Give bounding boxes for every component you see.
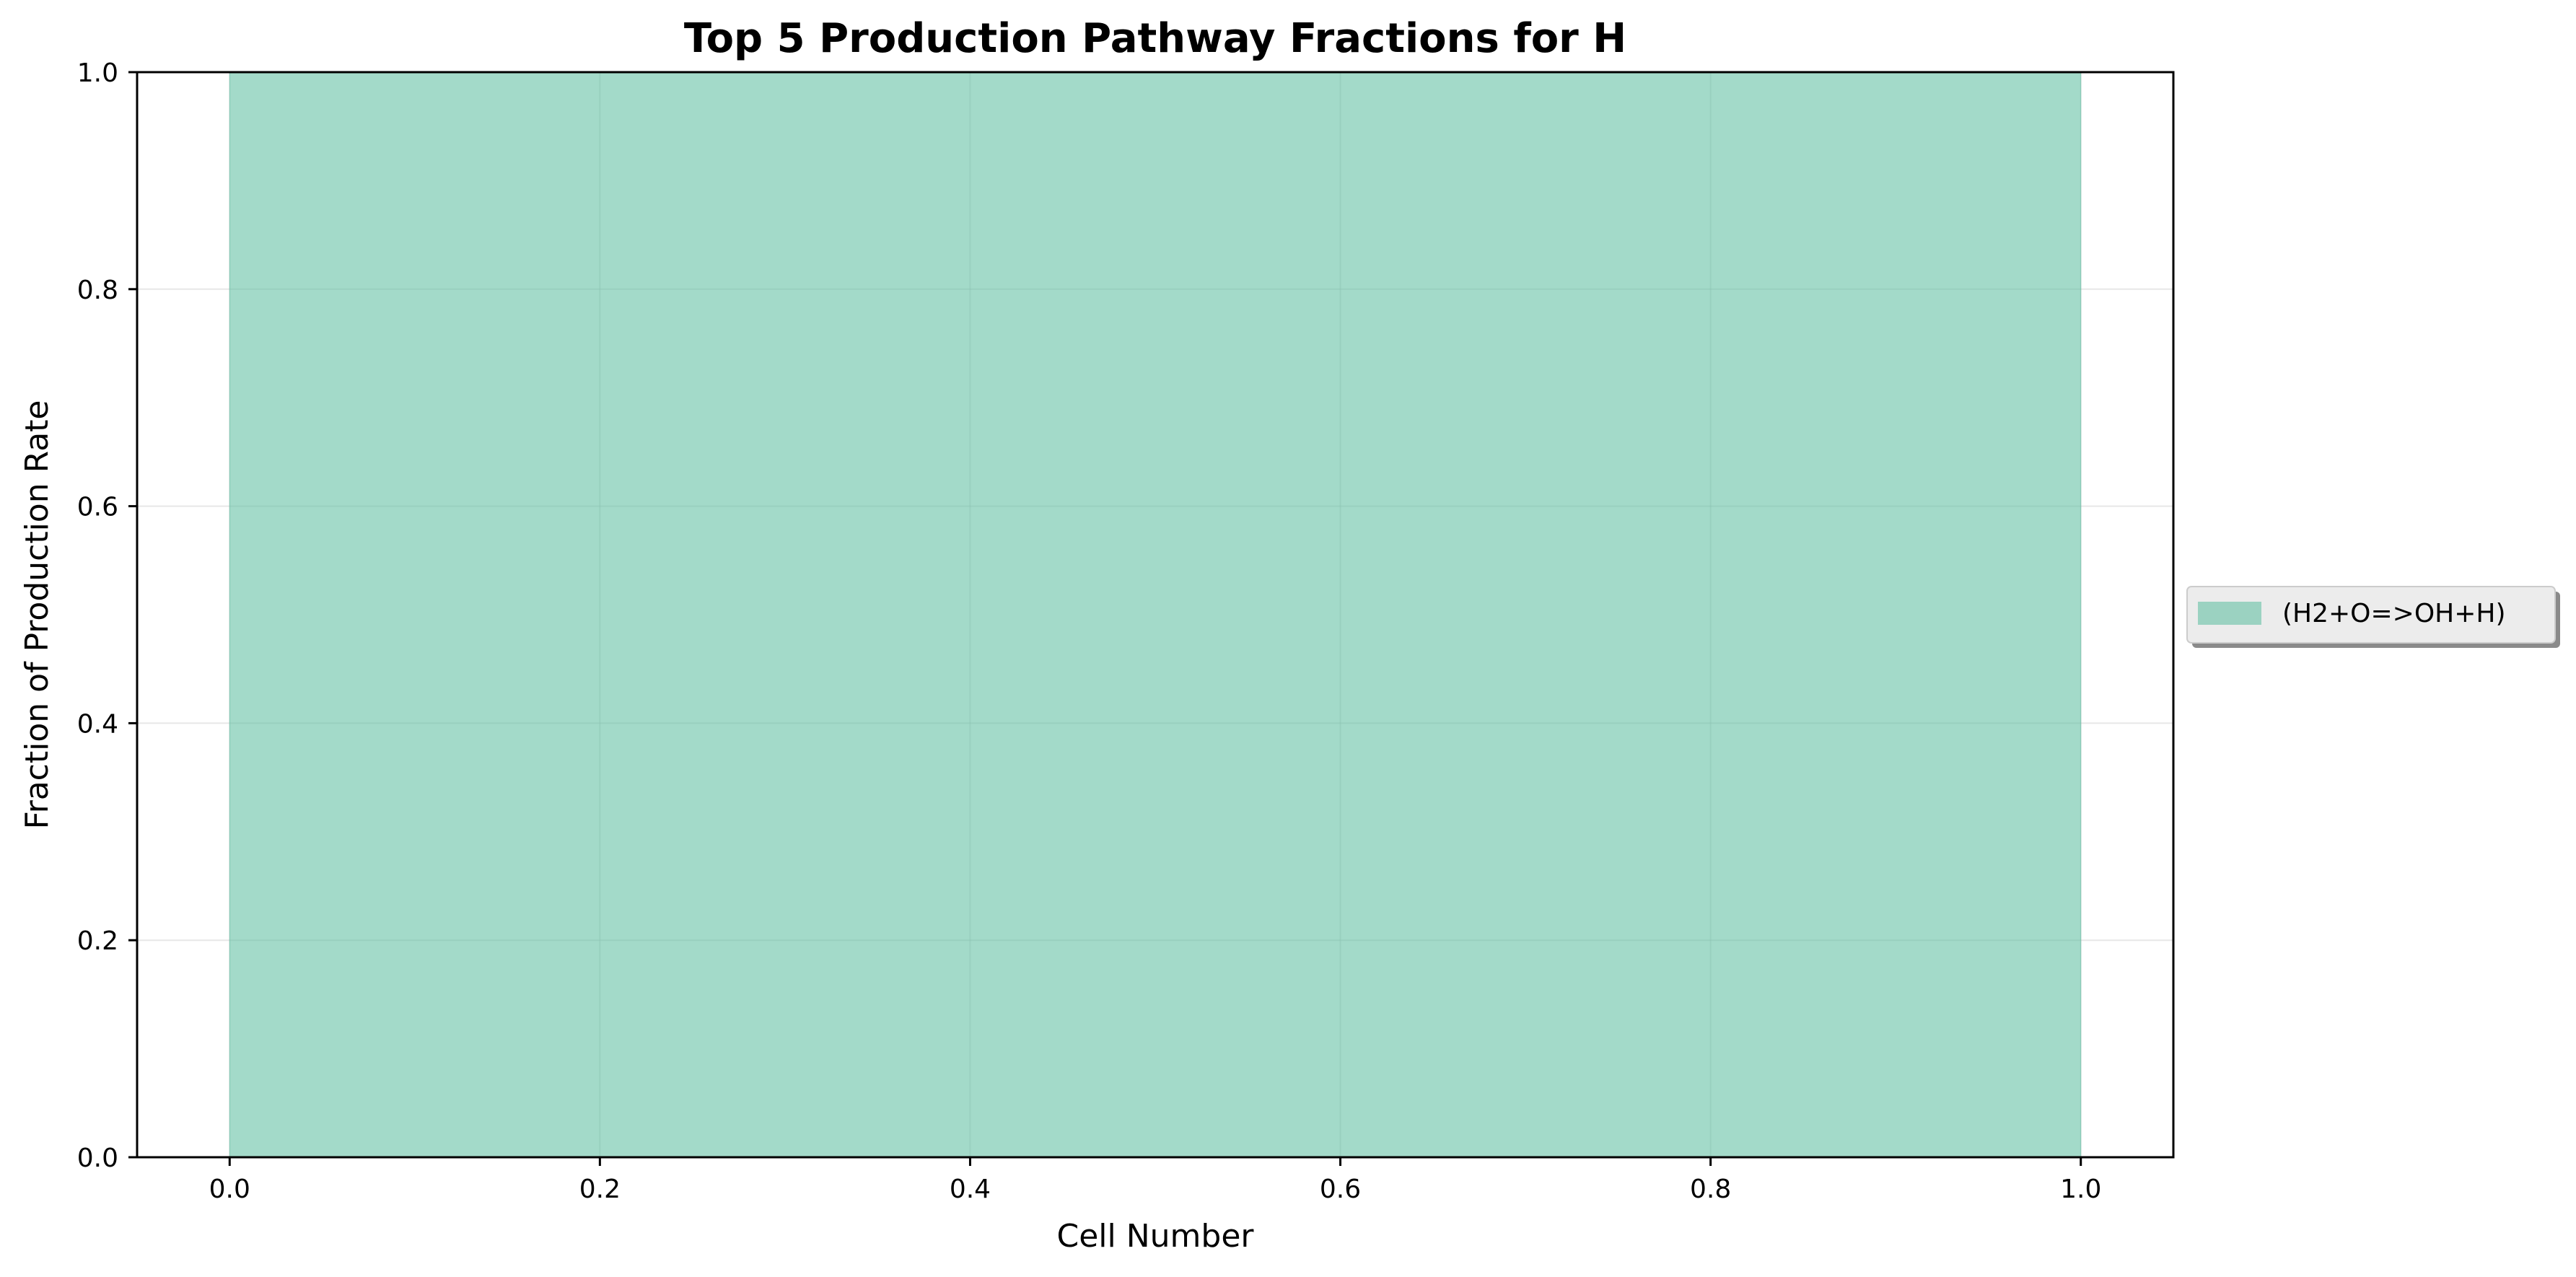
series-areas bbox=[229, 71, 2082, 1158]
legend-box bbox=[2186, 586, 2556, 644]
y-tick-label-3: 0.6 bbox=[77, 493, 118, 522]
y-tick-label-4: 0.8 bbox=[77, 276, 118, 305]
x-axis-ticks: 0.0 0.2 0.4 0.6 0.8 1.0 bbox=[209, 1157, 2101, 1204]
x-tick-label-3: 0.6 bbox=[1320, 1175, 1361, 1204]
x-axis-label: Cell Number bbox=[1057, 1218, 1255, 1255]
y-axis-ticks: 0.0 0.2 0.4 0.6 0.8 1.0 bbox=[77, 58, 137, 1173]
chart-title: Top 5 Production Pathway Fractions for H bbox=[684, 15, 1626, 62]
plot-frame bbox=[136, 71, 2175, 1159]
y-tick-label-0: 0.0 bbox=[77, 1144, 118, 1173]
x-tick-label-1: 0.2 bbox=[579, 1175, 621, 1204]
x-tick-label-2: 0.4 bbox=[950, 1175, 991, 1204]
y-tick-label-1: 0.2 bbox=[77, 926, 118, 956]
legend-swatch bbox=[2198, 602, 2261, 625]
legend-entry-label: (H2+O=>OH+H) bbox=[2282, 599, 2506, 628]
y-axis-label: Fraction of Production Rate bbox=[19, 400, 56, 830]
area-series-0 bbox=[229, 71, 2082, 1158]
x-tick-label-0: 0.0 bbox=[209, 1175, 250, 1204]
x-tick-label-5: 1.0 bbox=[2060, 1175, 2101, 1204]
y-tick-label-5: 1.0 bbox=[77, 58, 118, 88]
legend: (H2+O=>OH+H) bbox=[2186, 586, 2560, 648]
y-tick-label-2: 0.4 bbox=[77, 709, 118, 739]
x-tick-label-4: 0.8 bbox=[1690, 1175, 1731, 1204]
